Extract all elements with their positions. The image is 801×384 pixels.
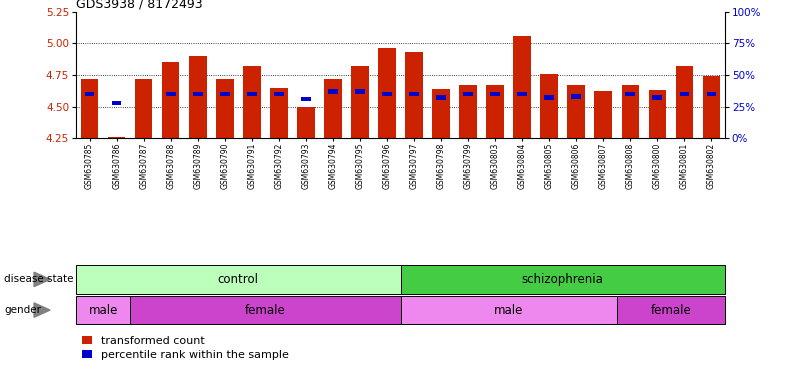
Bar [622, 85, 639, 138]
Bar [135, 79, 152, 138]
Bar [400, 296, 617, 324]
Bar [130, 296, 400, 324]
Bar [351, 66, 368, 138]
Bar [216, 79, 234, 138]
Bar [433, 89, 450, 138]
Bar [490, 92, 500, 96]
Bar [76, 265, 400, 294]
Text: disease state: disease state [4, 274, 74, 285]
Bar [675, 66, 693, 138]
Bar [274, 92, 284, 96]
Text: gender: gender [4, 305, 41, 315]
Bar [545, 96, 554, 100]
Bar [653, 96, 662, 100]
Bar [405, 52, 423, 138]
Polygon shape [34, 303, 50, 317]
Bar [617, 296, 725, 324]
Bar [193, 92, 203, 96]
Bar [409, 92, 419, 96]
Bar [247, 92, 256, 96]
Text: male: male [494, 304, 523, 316]
Bar [679, 92, 689, 96]
Bar [297, 107, 315, 138]
Bar [382, 92, 392, 96]
Text: GDS3938 / 8172493: GDS3938 / 8172493 [76, 0, 203, 10]
Polygon shape [34, 272, 50, 286]
Bar [459, 85, 477, 138]
Bar [166, 92, 175, 96]
Bar [189, 56, 207, 138]
Text: male: male [88, 304, 118, 316]
Bar [76, 296, 130, 324]
Text: control: control [218, 273, 259, 286]
Bar [355, 89, 364, 94]
Bar [378, 48, 396, 138]
Bar [567, 85, 585, 138]
Bar [463, 92, 473, 96]
Bar [301, 97, 311, 101]
Bar [243, 66, 260, 138]
Bar [437, 96, 446, 100]
Bar [112, 101, 122, 105]
Text: schizophrenia: schizophrenia [521, 273, 604, 286]
Text: female: female [650, 304, 691, 316]
Bar [108, 137, 126, 138]
Bar [702, 76, 720, 138]
Text: female: female [245, 304, 286, 316]
Bar [626, 92, 635, 96]
Bar [324, 79, 342, 138]
Bar [85, 92, 95, 96]
Bar [220, 92, 230, 96]
Legend: transformed count, percentile rank within the sample: transformed count, percentile rank withi… [82, 336, 288, 360]
Bar [706, 92, 716, 96]
Bar [270, 88, 288, 138]
Bar [162, 62, 179, 138]
Bar [517, 92, 527, 96]
Bar [649, 90, 666, 138]
Bar [400, 265, 725, 294]
Bar [571, 94, 581, 99]
Bar [594, 91, 612, 138]
Bar [513, 36, 531, 138]
Bar [541, 74, 558, 138]
Bar [486, 85, 504, 138]
Bar [328, 89, 338, 94]
Bar [81, 79, 99, 138]
